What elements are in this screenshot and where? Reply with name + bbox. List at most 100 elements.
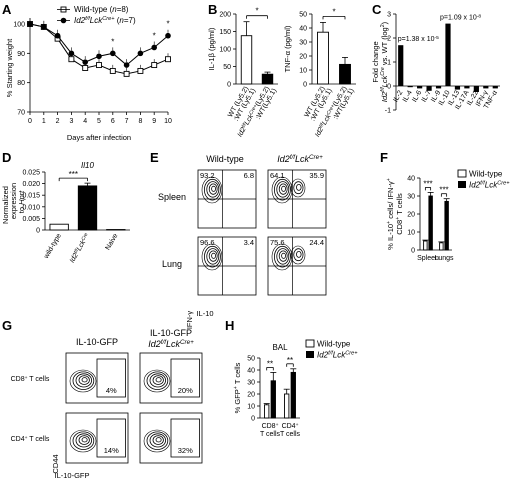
c-bar-il13: [454, 86, 461, 90]
a-point-wild-type: [123, 70, 130, 77]
e-contour-population: [201, 243, 223, 271]
a-y-axis-label: % Starting weight: [5, 38, 14, 97]
f-bar-1-1: [444, 200, 449, 251]
d-y-axis-label-2: expression: [9, 183, 18, 219]
a-point-wild-type: [137, 67, 144, 74]
g-contour-population: [146, 371, 169, 390]
a-y-tick-label: 90: [17, 51, 25, 58]
c-bar-il10: [445, 23, 451, 87]
h-bar-0-1: [284, 393, 290, 419]
g-contour-population: [143, 369, 171, 393]
panel-label-e: E: [150, 150, 159, 165]
h-bar-1-0: [270, 380, 276, 419]
a-point-id2: [151, 44, 157, 51]
a-significance-star: *: [111, 37, 114, 46]
d-y-tick-label: 0.005: [22, 216, 40, 223]
c-bar-il17a: [464, 86, 470, 89]
h-y-tick-label: 50: [247, 356, 255, 363]
f-category-label: Lungs: [434, 255, 454, 262]
e-quadrant-percent-ur: 6.8: [244, 171, 254, 180]
e-contour-il10-population: [290, 178, 306, 198]
d-y-axis-label-1: Normalized: [1, 186, 10, 224]
a-significance-star: *: [153, 31, 156, 40]
e-contour-population: [201, 176, 223, 204]
g-column-header-il10-gfp: IL-10-GFP: [76, 337, 118, 347]
g-gate-percent: 4%: [106, 386, 117, 395]
e-quadrant-percent-ur: 3.4: [244, 238, 254, 247]
e-contour-population: [203, 245, 221, 268]
f-y-tick-label: 20: [407, 212, 415, 219]
e-quadrant-percent-ul: 75.6: [270, 238, 285, 247]
g-contour-population: [78, 375, 90, 385]
g-contour-population: [155, 437, 162, 443]
e-contour-il10-population: [293, 181, 304, 195]
e-quadrant-percent-ul: 64.1: [270, 171, 285, 180]
panel-label-d: D: [2, 150, 11, 165]
a-x-tick-label: 9: [152, 118, 156, 125]
e-contour-il10-population: [293, 248, 304, 262]
b1-y-tick-label: 200: [219, 12, 231, 19]
f-y-tick-label: 30: [407, 194, 415, 201]
e-contour-population: [206, 181, 220, 198]
h-significance-star: **: [267, 359, 273, 368]
e-contour-il10-population: [290, 245, 306, 265]
b2-bar-1: [339, 63, 351, 85]
a-legend-label-id2: Id2f/fLckCre+ (n=7): [74, 16, 136, 25]
f-y-tick-label: 40: [407, 176, 415, 183]
b2-y-tick-label: 40: [299, 26, 307, 33]
a-x-tick-label: 7: [125, 118, 129, 125]
h-y-tick-label: 10: [247, 404, 255, 411]
g-contour-population: [69, 369, 97, 393]
b1-significance-star: *: [255, 7, 258, 16]
b1-y-tick-label: 100: [219, 47, 231, 54]
g-gate-percent: 32%: [178, 446, 193, 455]
g-gate-percent: 14%: [104, 446, 119, 455]
e-row-label-spleen: Spleen: [158, 192, 186, 202]
a-x-tick-label: 3: [69, 118, 73, 125]
g-gate: [96, 418, 126, 458]
f-y-axis-label-2: CD8+ T cells: [395, 193, 404, 235]
a-x-tick-label: 0: [28, 118, 32, 125]
e-contour-population: [211, 185, 217, 192]
g-x-axis-label: IL-10-GFP: [54, 471, 89, 480]
c-bar-il22: [473, 86, 479, 92]
e-contour-population: [278, 250, 288, 262]
a-x-tick-label: 2: [56, 118, 60, 125]
f-bar-0-1: [439, 242, 444, 251]
e-quadrant-percent-ul: 93.2: [200, 171, 215, 180]
g-contour-population: [81, 437, 88, 443]
h-legend-label-wild-type: Wild-type: [317, 340, 351, 349]
d-chart-title: Il10: [81, 161, 94, 170]
e-row-label-lung: Lung: [162, 259, 182, 269]
e-contour-population: [281, 185, 287, 192]
a-x-tick-label: 10: [164, 118, 172, 125]
c-bar-il6: [417, 86, 423, 89]
panel-label-h: H: [225, 318, 234, 333]
h-category-label: CD8+: [262, 423, 279, 431]
g-contour-population: [143, 429, 171, 453]
a-significance-star: *: [166, 20, 169, 29]
a-x-tick-label: 8: [138, 118, 142, 125]
a-point-wild-type: [109, 67, 116, 74]
c-bar-il2: [398, 45, 404, 86]
a-y-tick-label: 100: [13, 22, 25, 29]
h-chart-title: BAL: [272, 343, 288, 352]
g-contour-population: [75, 433, 93, 448]
h-y-tick-label: 40: [247, 368, 255, 375]
d-y-tick-label: 0: [36, 228, 40, 235]
e-contour-population: [276, 248, 290, 265]
b2-significance-star: *: [332, 7, 335, 16]
panel-a-weight-chart: 70 80 90 100 0 1 2 3 4 5 6 7 8 9 10 % Starting weight Da…: [5, 5, 172, 142]
panel-h-bal-chart: 0 10 20 30 40 50 % GFP+ T cells BAL ** CD8+T cell…: [233, 340, 358, 439]
g-gate: [96, 358, 126, 398]
h-y-tick-label: 0: [251, 416, 255, 423]
panel-d-il10-expression-chart: 0 0.005 0.010 0.015 0.020 0.025 Normalized expr…: [1, 161, 130, 264]
c-bar-il7: [426, 86, 432, 91]
a-point-id2: [165, 32, 171, 39]
a-point-id2: [27, 21, 33, 27]
g-contour-population: [81, 377, 88, 383]
d-category-label: Naive: [105, 232, 120, 251]
f-category-label: Spleen: [417, 255, 439, 262]
